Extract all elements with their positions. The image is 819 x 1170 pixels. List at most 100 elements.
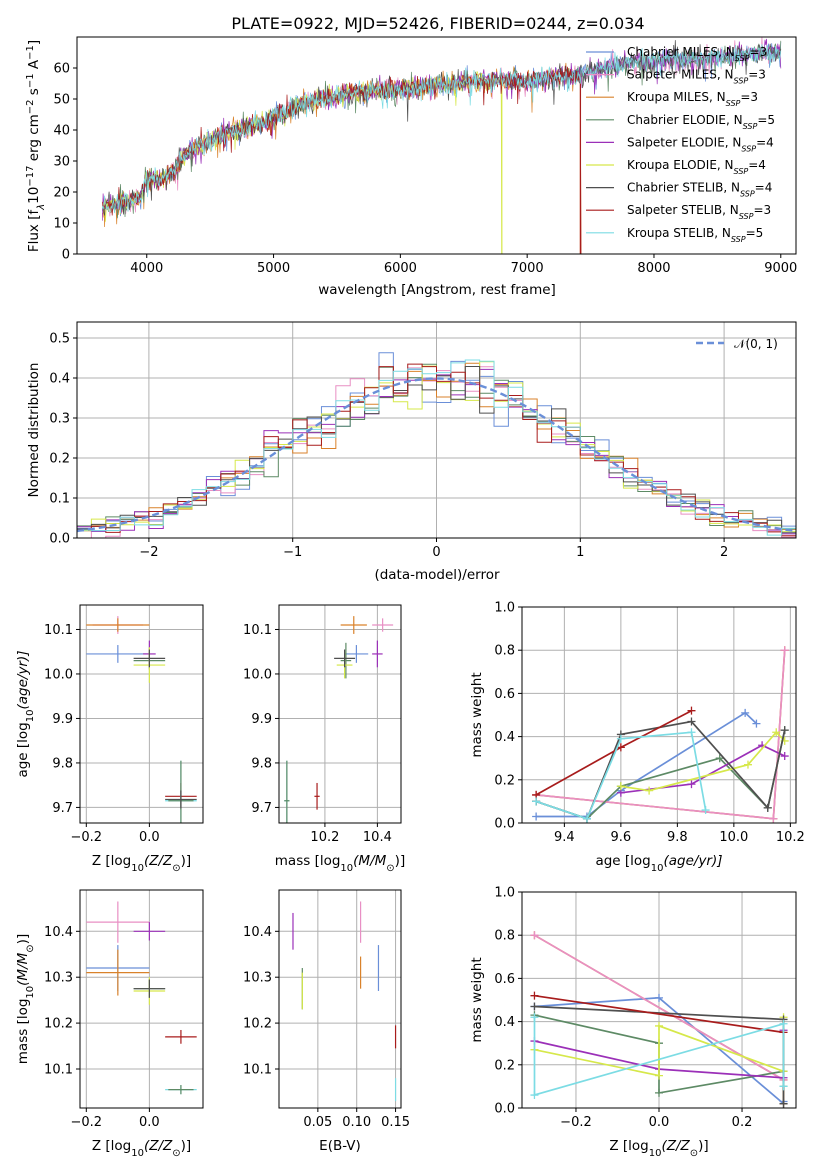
label-part: ⊙ [386, 863, 394, 874]
y-tick-label: 10.2 [44, 1017, 73, 1032]
panel-weight-vs-age: 9.4 9.6 9.8 10.0 10.2 0.0 0.2 0.4 0.6 0.8 1.0 age [… [469, 601, 805, 874]
y-tick-label: 0.6 [494, 687, 515, 702]
series-salpeter-elodie [616, 741, 789, 797]
x-tick-label: −1 [283, 545, 302, 560]
x-tick-label: 9000 [764, 261, 797, 276]
legend-entry: Chabrier ELODIE, NSSP=5 [627, 113, 775, 131]
y-tick-label: 10.1 [243, 623, 272, 638]
legend-entry: Kroupa MILES, NSSP=3 [627, 90, 758, 108]
series-point [741, 708, 750, 717]
error-bar-salpeter-elodie [133, 922, 166, 941]
y-tick-label: 9.9 [251, 712, 272, 727]
error-bar-kroupa-miles [86, 618, 150, 632]
series-line [533, 1017, 785, 1097]
label-part: −2 [25, 99, 36, 114]
error-bar-chabrier-stelib [133, 649, 166, 668]
x-tick-label: 8000 [637, 261, 670, 276]
y-tick-label: 0.0 [49, 532, 70, 547]
error-bar-chabrier-stelib [165, 790, 197, 809]
label-part: age [log [595, 853, 650, 869]
axes-frame [79, 889, 204, 1109]
y-tick-label: 9.8 [251, 756, 272, 771]
label-part: (Z/Z [144, 1138, 173, 1154]
label-part: 10 [651, 863, 664, 874]
x-tick-label: 1 [576, 545, 584, 560]
legend-count: =5 [746, 226, 764, 240]
legend-entry: Kroupa ELODIE, NSSP=4 [627, 158, 766, 176]
axes-frame [278, 889, 402, 1109]
label-part: ⊙ [172, 863, 180, 874]
x-axis-label: mass [log10(M/M⊙)] [275, 853, 405, 874]
y-tick-label: 9.7 [52, 801, 73, 816]
label-part: s [26, 88, 42, 99]
legend-sub: SSP [734, 76, 749, 85]
y-tick-label: 0.0 [494, 1102, 515, 1117]
figure-title: PLATE=0922, MJD=52426, FIBERID=0244, z=0… [231, 14, 644, 33]
legend-sub: SSP [726, 99, 741, 108]
panel-weight-vs-Z: −0.2 0.0 0.2 0.0 0.2 0.4 0.6 0.8 1.0 Z [log10(Z/Z… [469, 886, 797, 1159]
legend-entry: Kroupa STELIB, NSSP=5 [627, 226, 763, 244]
y-tick-label: 0.2 [494, 773, 515, 788]
series-point [779, 1099, 788, 1108]
panel-residuals: 𝒩(0, 1) −2 −1 0 1 2 0.0 0.1 0.2 0.3 0.4 0.5 (data-mo… [26, 321, 797, 583]
legend-text: Salpeter STELIB, N [627, 203, 739, 217]
legend-count: =3 [748, 68, 766, 82]
label-part: wavelength [Angstrom, rest frame] [318, 282, 556, 298]
error-bar-salpeter-stelib [314, 782, 320, 810]
x-tick-label: 0 [432, 545, 440, 560]
plot-area [77, 352, 796, 538]
label-part: 10 [131, 863, 144, 874]
y-tick-label: 30 [53, 155, 70, 170]
y-tick-label: 10.1 [243, 1062, 272, 1077]
legend-entry: Salpeter MILES, NSSP=3 [627, 68, 766, 86]
label-part: (Z/Z [661, 1138, 690, 1154]
reference-legend-label: 𝒩(0, 1) [734, 337, 778, 351]
x-tick-label: 9.4 [554, 830, 575, 845]
y-tick-label: 10.1 [44, 1062, 73, 1077]
y-tick-label: 1.0 [494, 886, 515, 901]
y-tick-label: 0.2 [49, 452, 70, 467]
error-bar-chabrier-stelib [133, 979, 166, 998]
x-axis-label: wavelength [Angstrom, rest frame] [318, 282, 556, 298]
series-kroupa-elodie [616, 728, 789, 795]
y-tick-label: 0 [62, 248, 70, 263]
y-tick-label: 9.8 [52, 756, 73, 771]
y-tick-label: 0.4 [494, 730, 515, 745]
panel-mass-vs-ebv: 0.05 0.10 0.15 10.1 10.2 10.3 10.4 E(B-V) [243, 889, 410, 1154]
label-part: )] [181, 1138, 192, 1154]
x-tick-label: −2 [139, 545, 158, 560]
series-point [655, 1088, 663, 1097]
x-tick-label: 6000 [384, 261, 417, 276]
legend-count: =5 [757, 113, 775, 127]
y-tick-label: 0.8 [494, 929, 515, 944]
series-point [530, 991, 539, 1000]
label-part: Z [log [92, 853, 131, 869]
label-part: mass weight [469, 672, 485, 757]
series-point [530, 1091, 539, 1100]
legend-text: Chabrier ELODIE, N [627, 113, 743, 127]
y-tick-label: 10.2 [243, 1017, 272, 1032]
series-line [620, 744, 786, 794]
x-tick-label: 9.6 [611, 830, 632, 845]
series-point [780, 726, 789, 735]
legend-entry: Chabrier STELIB, NSSP=4 [627, 181, 772, 199]
label-part: ⊙ [690, 1148, 698, 1159]
series-point [752, 719, 761, 728]
legend-entry: Salpeter STELIB, NSSP=3 [627, 203, 771, 221]
x-tick-label: −0.2 [71, 830, 103, 845]
error-bar-chabrier-miles [344, 645, 369, 663]
series-point [769, 814, 778, 823]
label-part: )] [395, 853, 406, 869]
x-tick-label: 7000 [511, 261, 544, 276]
histogram-kroupa-stelib [77, 359, 796, 538]
x-tick-label: 10.0 [719, 830, 748, 845]
y-tick-label: 10.4 [44, 925, 73, 940]
x-tick-label: 5000 [257, 261, 290, 276]
y-tick-label: 60 [53, 62, 70, 77]
label-part: (data-model)/error [374, 567, 500, 583]
error-bar-chabrier-elodie [168, 1085, 194, 1095]
label-part: )] [698, 1138, 709, 1154]
x-tick-label: 10.2 [776, 830, 805, 845]
series-point [780, 752, 789, 761]
plot-area [292, 901, 397, 1102]
